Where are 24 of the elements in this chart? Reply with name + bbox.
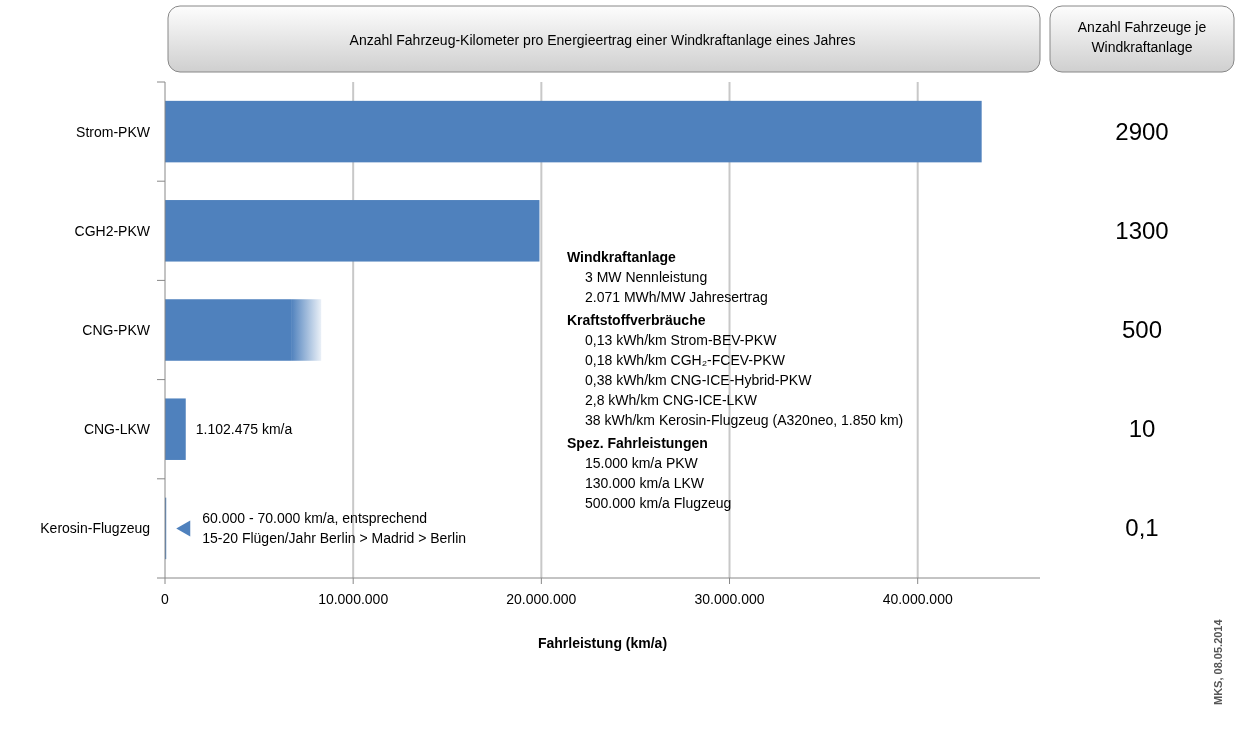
x-tick-label: 0 — [161, 591, 170, 607]
x-tick-label: 20.000.000 — [506, 591, 577, 607]
y-tick-label: CGH2-PKW — [74, 222, 151, 239]
text: 2900 — [1115, 117, 1169, 145]
text: 10 — [1128, 415, 1156, 443]
text: 500 — [1121, 316, 1163, 343]
y-tick-label: Strom-PKW — [76, 123, 151, 140]
y-tick-label: CNG-PKW — [82, 322, 151, 338]
annotation: Spez. Fahrleistungen 15.000 km/a PKW 130.000 km/a LKW 500.000 km/a Flugzeug — [567, 435, 732, 511]
x-tick-label: 40.000.000 — [882, 591, 953, 607]
text: MKS, 08.05.2014 — [1212, 618, 1224, 705]
annotation: Windkraftanlage 3 MW Nennleistung 2.071 MWh/MW Jahresertrag — [567, 249, 768, 305]
chart-title: Anzahl Fahrzeug-Kilometer pro Energieertrag einer Windkraftanlage eines Jahres — [349, 32, 856, 48]
text: 0,1 — [1125, 514, 1159, 542]
y-tick-label: Kerosin-Flugzeug — [40, 520, 150, 537]
text: 1300 — [1115, 216, 1169, 244]
text: Anzahl Fahrzeuge je Windkraftanlage — [1077, 19, 1207, 55]
x-tick-label: 10.000.000 — [318, 591, 389, 607]
annotation: Kraftstoffverbräuche 0,13 kWh/km Strom-BEV-PKW 0,18 kWh/km CGH₂-FCEV-PKW 0,38 kWh/km CNG-ICE-Hybrid-PKW 2,8 kWh/km CNG-ICE-LKW 38 kWh/km Kerosin-Flugzeug (A320neo, 1.850 km) — [567, 312, 904, 428]
annotation: 60.000 - 70.000 km/a, entsprechend 15-20 Flügen/Jahr Berlin > Madrid > Berlin — [202, 510, 467, 547]
y-tick-label: CNG-LKW — [83, 421, 151, 438]
text: 1.102.475 km/a — [195, 421, 293, 438]
x-axis-title: Fahrleistung (km/a) — [537, 635, 668, 651]
x-tick-label: 30.000.000 — [694, 591, 765, 607]
